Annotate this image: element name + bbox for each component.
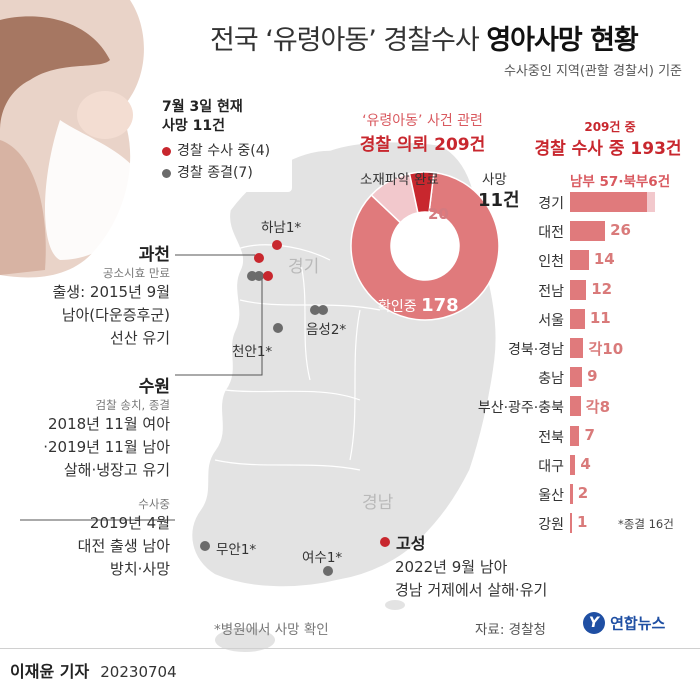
bar-category-label: 강원 (538, 517, 564, 534)
case-goseong: 2022년 9월 남아 경남 거제에서 살해·유기 (395, 556, 547, 602)
bar-mark (570, 308, 585, 329)
bar-value-label: 1 (577, 513, 588, 532)
bar-value-label: 각8 (585, 398, 611, 417)
case-suwon-tag: 검찰 송치, 종결 (95, 398, 170, 412)
bar-mark (570, 484, 573, 504)
bar-value-label: 7 (584, 425, 595, 444)
gray-dot-icon (162, 168, 171, 178)
bar-title-small: 209건 중 (584, 120, 636, 134)
case-gwacheon: 과천 공소시효 만료 출생: 2015년 9월 남아(다운증후군) 선산 유기 (20, 240, 170, 350)
bar-category-label: 충남 (538, 371, 564, 388)
bar-category-label: 인천 (538, 254, 564, 271)
case-suwon-title: 수원 (138, 377, 170, 397)
bar-value-label: 4 (580, 454, 591, 473)
legend-item-closed: 경찰 종결(7) (162, 162, 282, 184)
case-goseong-desc: 2022년 9월 남아 (395, 558, 508, 576)
donut-death-label: 사망 (482, 172, 507, 188)
bar-value-label: 2 (577, 484, 589, 502)
case-suwon-desc: 살해·냉장고 유기 (63, 461, 170, 479)
bar-mark (570, 192, 647, 212)
bar-value-label: 26 (610, 221, 631, 240)
case-suwon-tag2: 수사중 (138, 497, 170, 511)
byline-author: 이재윤 기자 (10, 662, 90, 681)
place-goseong: 고성 (396, 534, 426, 553)
mother-baby-illustration (0, 0, 150, 278)
bar-mark (570, 250, 589, 271)
place-muan: 무안1* (216, 542, 257, 558)
case-suwon-desc: 대전 출생 남아 (77, 537, 170, 555)
leader-lines (20, 254, 263, 521)
bar-value-label: 12 (591, 279, 613, 298)
bar-category-label: 서울 (538, 312, 564, 329)
bar-value-label: 14 (593, 250, 615, 269)
byline: 이재윤 기자 20230704 (10, 658, 177, 682)
source-text: 자료: 경찰청 (475, 622, 546, 638)
legend-total: 사망 11건 (162, 118, 225, 134)
bar-annotation: 남부 57·북부6건 (570, 174, 671, 190)
legend-date: 7월 3일 현재 (162, 99, 243, 115)
bar-value-label: 각10 (588, 340, 624, 358)
bar-footnote: *종결 16건 (618, 517, 674, 531)
bar-mark-north (646, 192, 655, 212)
case-suwon-desc: 2018년 11월 여아 (48, 415, 170, 433)
page-subtitle: 수사중인 지역(관할 경찰서) 기준 (503, 64, 682, 79)
bar-value-label: 9 (587, 367, 598, 386)
bar-mark (570, 513, 572, 534)
bar-mark (570, 338, 584, 358)
donut-confirming: 확인중 178 (378, 295, 459, 316)
place-hanam: 하남1* (261, 220, 302, 236)
bar-mark (570, 454, 576, 475)
legend-item-investigating: 경찰 수사 중(4) (162, 140, 282, 162)
bar-category-label: 대전 (538, 225, 564, 242)
yonhap-logo-icon: Y (583, 612, 605, 634)
case-suwon-desc: ·2019년 11월 남아 (43, 438, 170, 456)
donut-heading-1: ‘유령아동’ 사건 관련 (362, 113, 483, 129)
bar-category-label: 부산·광주·충북 (477, 400, 564, 417)
donut-missing-label: 소재파악 완료 (360, 172, 439, 188)
bar-mark (570, 425, 580, 446)
case-gwacheon-tag: 공소시효 만료 (102, 266, 170, 280)
page-title: 전국 ‘유령아동’ 경찰수사 영아사망 현황 (210, 25, 639, 56)
region-gyeongnam: 경남 (362, 493, 394, 513)
case-suwon-desc: 2019년 4월 (89, 514, 170, 532)
donut-missing-value: 20 (428, 205, 449, 223)
case-gwacheon-desc: 출생: 2015년 9월 (52, 283, 170, 301)
legend: 7월 3일 현재 사망 11건 경찰 수사 중(4) 경찰 종결(7) (152, 90, 292, 192)
red-dot-icon (162, 146, 171, 156)
bar-category-label: 경북·경남 (508, 342, 564, 358)
byline-date: 20230704 (100, 663, 177, 681)
case-goseong-desc: 경남 거제에서 살해·유기 (395, 581, 548, 599)
footer-divider (0, 648, 700, 649)
bar-mark (570, 396, 581, 417)
case-suwon: 수원 검찰 송치, 종결 2018년 11월 여아 ·2019년 11월 남아 … (10, 372, 170, 581)
donut-death-value: 11건 (478, 190, 520, 211)
bar-category-label: 울산 (538, 488, 564, 504)
bar-category-label: 대구 (538, 458, 564, 475)
bar-mark (570, 279, 587, 300)
donut-heading-2: 경찰 의뢰 209건 (359, 135, 486, 155)
brand-logo: Y 연합뉴스 (583, 612, 665, 634)
map-note: *병원에서 사망 확인 (214, 622, 329, 638)
case-suwon-desc: 방치·사망 (110, 560, 170, 578)
bar-title: 경찰 수사 중 193건 (534, 139, 682, 159)
case-gwacheon-desc: 선산 유기 (110, 329, 170, 347)
brand-name: 연합뉴스 (610, 614, 666, 633)
bar-category-label: 전북 (538, 429, 564, 446)
place-cheonan: 천안1* (232, 344, 273, 360)
bar-value-label: 11 (589, 308, 611, 327)
bar-category-label: 경기 (538, 196, 564, 212)
place-eumseong: 음성2* (306, 322, 347, 338)
region-gyeonggi: 경기 (288, 257, 320, 277)
bar-category-label: 전남 (538, 283, 564, 300)
place-yeosu: 여수1* (302, 550, 343, 566)
case-gwacheon-title: 과천 (138, 245, 170, 265)
bar-mark (570, 367, 583, 388)
bar-mark (570, 221, 606, 242)
case-gwacheon-desc: 남아(다운증후군) (61, 306, 170, 324)
